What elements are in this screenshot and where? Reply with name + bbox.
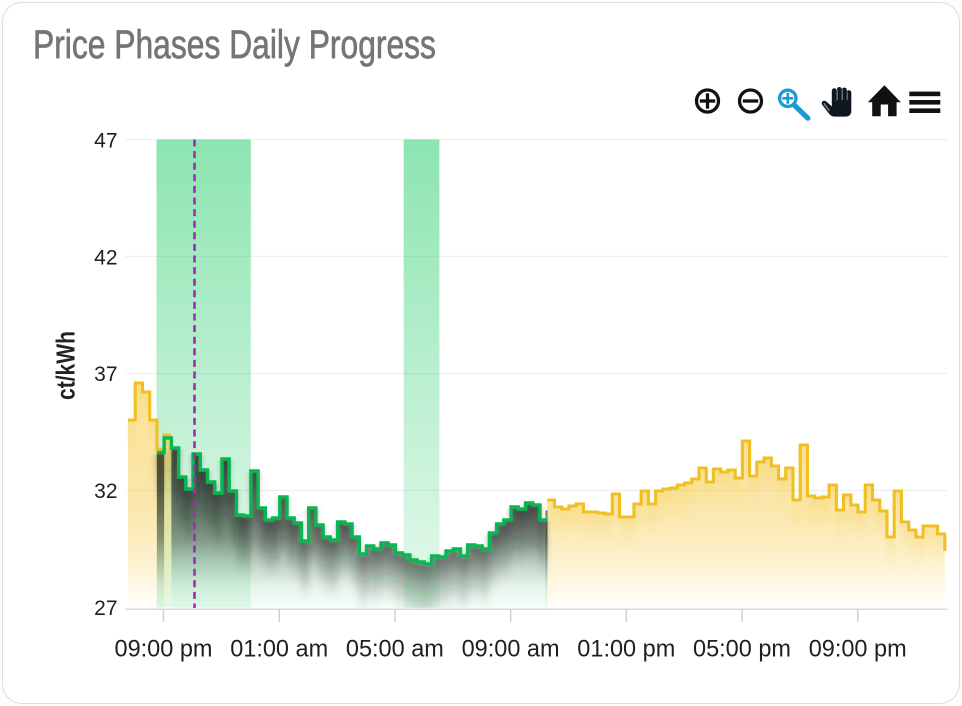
svg-text:32: 32 <box>94 480 117 503</box>
svg-text:ct/kWh: ct/kWh <box>50 331 80 400</box>
svg-text:01:00 am: 01:00 am <box>230 636 328 663</box>
svg-text:27: 27 <box>94 597 117 620</box>
svg-text:05:00 am: 05:00 am <box>346 636 444 663</box>
svg-text:47: 47 <box>94 129 117 152</box>
svg-text:01:00 pm: 01:00 pm <box>577 636 675 663</box>
svg-text:09:00 pm: 09:00 pm <box>115 636 213 663</box>
svg-text:05:00 pm: 05:00 pm <box>693 636 791 663</box>
svg-text:09:00 am: 09:00 am <box>462 636 560 663</box>
svg-text:42: 42 <box>94 246 117 269</box>
svg-text:09:00 pm: 09:00 pm <box>809 636 907 663</box>
svg-text:37: 37 <box>94 363 117 386</box>
